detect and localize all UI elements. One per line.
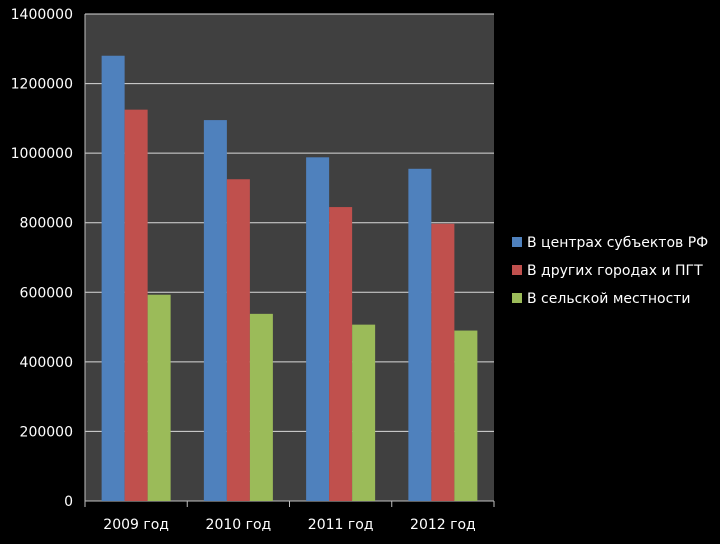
x-tick-label: 2012 год [410,517,476,533]
bar-1-2009-год [101,55,125,501]
bar-3-2012-год [454,330,478,501]
legend-swatch-3 [512,293,522,303]
y-tick-label: 600000 [20,285,73,301]
x-tick-label: 2011 год [308,517,374,533]
y-tick-label: 1200000 [11,77,73,93]
x-tick-label: 2009 год [103,517,169,533]
y-tick-label: 800000 [20,216,73,232]
bar-2-2010-год [226,179,250,501]
bar-2-2009-год [124,109,148,502]
y-tick-label: 0 [64,494,73,510]
bar-1-2011-год [306,157,330,501]
bar-3-2010-год [249,313,273,501]
bar-3-2009-год [147,294,171,501]
legend-label-2: В других городах и ПГТ [527,263,703,279]
y-tick-label: 400000 [20,355,73,371]
legend-swatch-1 [512,237,522,247]
x-tick-label: 2010 год [206,517,272,533]
y-tick-label: 1400000 [11,7,73,23]
y-tick-label: 200000 [20,424,73,440]
bar-2-2011-год [329,207,353,501]
bar-2-2012-год [431,223,455,501]
y-tick-label: 1000000 [11,146,73,162]
legend-label-1: В центрах субъектов РФ [527,235,708,251]
legend-swatch-2 [512,265,522,275]
bar-1-2012-год [408,168,432,501]
bar-1-2010-год [203,120,227,501]
legend-label-3: В сельской местности [527,291,691,307]
bar-3-2011-год [352,324,376,501]
